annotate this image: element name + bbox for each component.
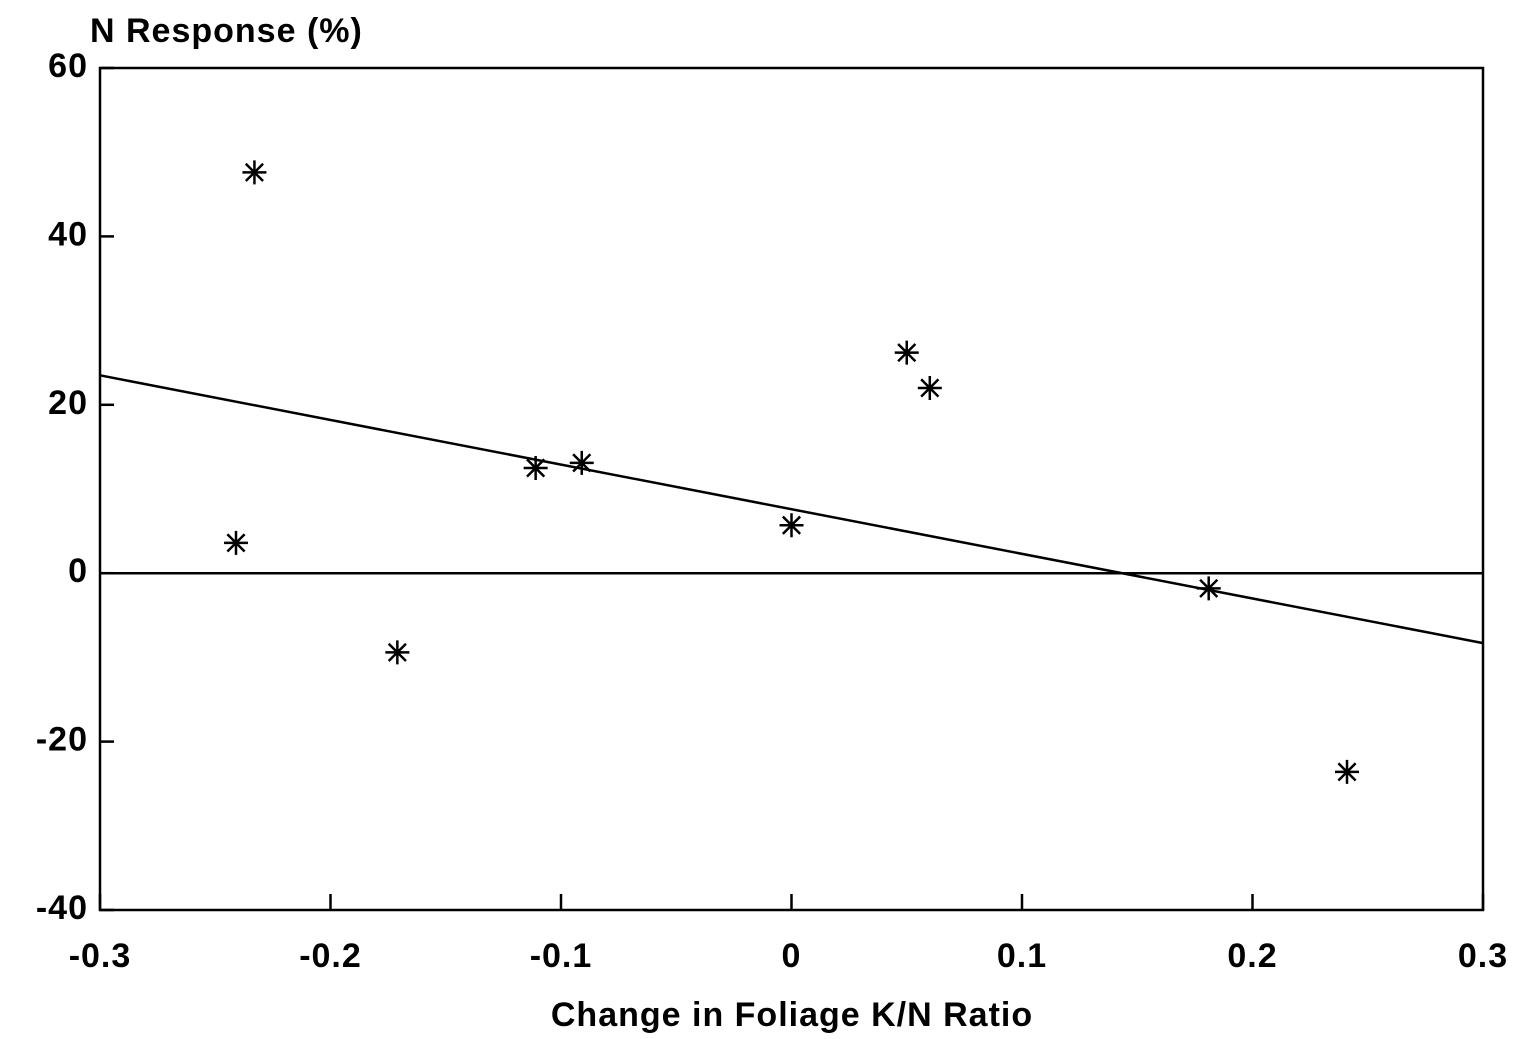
x-tick-label: 0.1 [997, 937, 1047, 975]
x-tick-label: -0.3 [69, 937, 132, 975]
x-tick-label: -0.1 [530, 937, 593, 975]
trend-line [99, 374, 1484, 645]
point [894, 340, 919, 365]
x-tick-label: 0 [782, 937, 802, 975]
chart-title: N Response (%) [90, 12, 363, 50]
point [1196, 576, 1221, 601]
x-axis-label: Change in Foliage K/N Ratio [551, 996, 1033, 1034]
x-tick-label: -0.2 [299, 937, 362, 975]
point [385, 640, 410, 665]
x-tick-label: 0.3 [1458, 937, 1508, 975]
y-tick-label: 60 [48, 47, 88, 85]
y-tick-label: 20 [48, 384, 88, 422]
point [1335, 759, 1360, 784]
y-tick-label: -40 [36, 889, 88, 927]
point [569, 450, 594, 475]
x-tick-label: 0.2 [1227, 937, 1277, 975]
y-tick-label: 0 [68, 552, 88, 590]
plot-frame [98, 66, 1485, 912]
y-tick-label: -20 [36, 721, 88, 759]
point [917, 375, 942, 400]
point [779, 513, 804, 538]
point [223, 530, 248, 555]
point [242, 160, 267, 185]
y-tick-label: 40 [48, 215, 88, 253]
point [523, 455, 548, 480]
